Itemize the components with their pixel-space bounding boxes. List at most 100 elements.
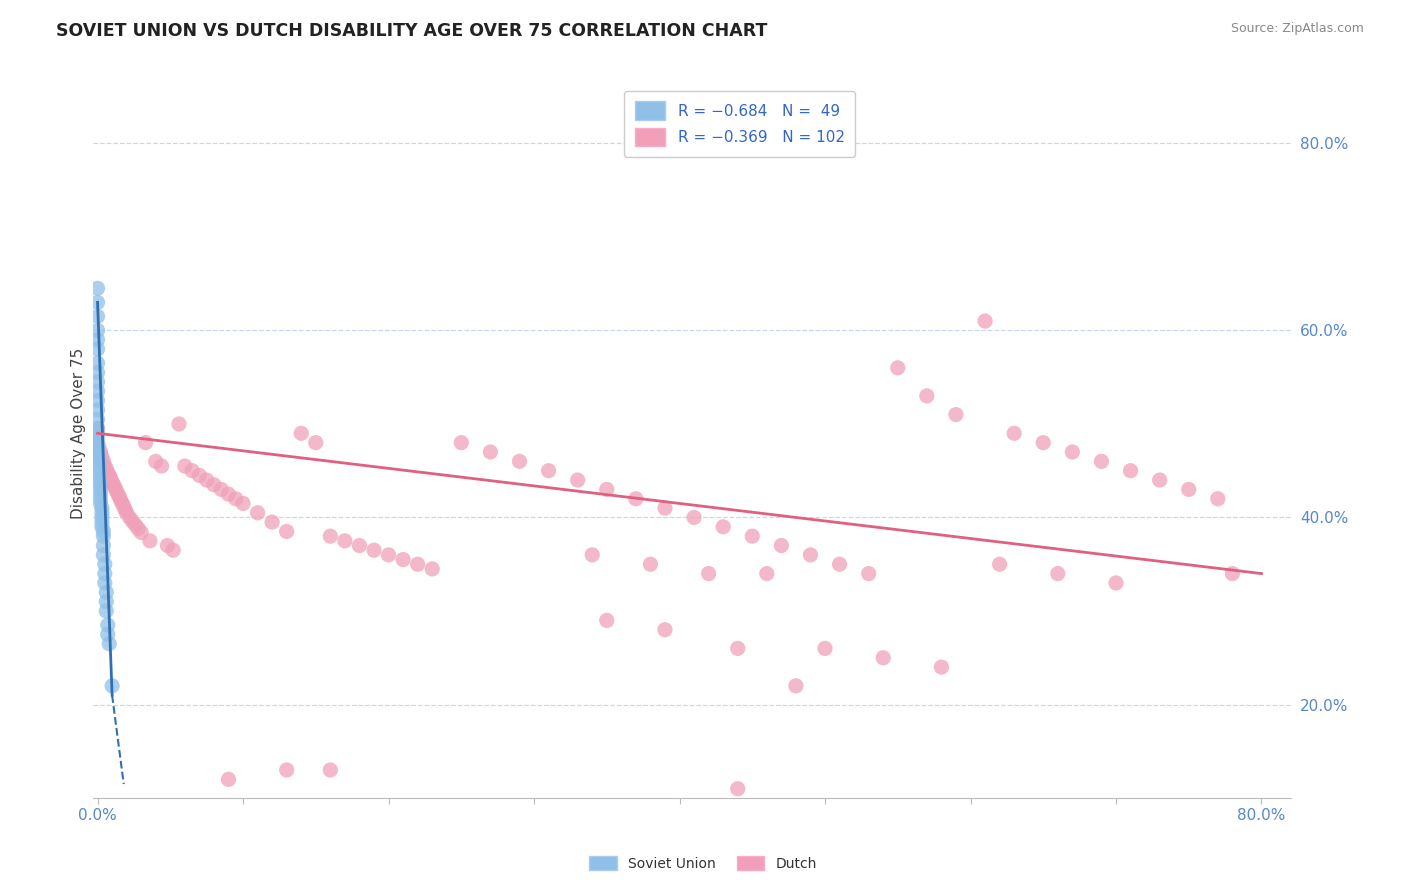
Point bbox=[103, 477, 125, 491]
Point bbox=[90, 506, 112, 520]
Point bbox=[86, 426, 108, 441]
Point bbox=[596, 483, 619, 497]
Point bbox=[89, 491, 111, 506]
Point bbox=[741, 529, 763, 543]
Point bbox=[727, 641, 749, 656]
Point bbox=[90, 450, 112, 464]
Text: SOVIET UNION VS DUTCH DISABILITY AGE OVER 75 CORRELATION CHART: SOVIET UNION VS DUTCH DISABILITY AGE OVE… bbox=[56, 22, 768, 40]
Point bbox=[596, 613, 619, 627]
Point bbox=[107, 487, 129, 501]
Point bbox=[392, 552, 415, 566]
Point bbox=[96, 604, 118, 618]
Point bbox=[86, 403, 108, 417]
Point bbox=[87, 464, 110, 478]
Point bbox=[86, 450, 108, 464]
Point bbox=[89, 445, 111, 459]
Point bbox=[97, 466, 120, 480]
Point bbox=[100, 471, 122, 485]
Point bbox=[167, 417, 190, 431]
Point bbox=[121, 514, 143, 528]
Point bbox=[98, 637, 121, 651]
Point bbox=[377, 548, 399, 562]
Point bbox=[727, 781, 749, 796]
Point bbox=[86, 412, 108, 426]
Point bbox=[93, 539, 115, 553]
Point bbox=[1222, 566, 1244, 581]
Point bbox=[86, 366, 108, 380]
Point bbox=[1032, 435, 1054, 450]
Point bbox=[89, 487, 111, 501]
Point bbox=[654, 623, 676, 637]
Point bbox=[87, 454, 110, 468]
Point bbox=[363, 543, 385, 558]
Point bbox=[209, 483, 232, 497]
Point bbox=[319, 763, 342, 777]
Point bbox=[974, 314, 997, 328]
Point bbox=[86, 356, 108, 370]
Point bbox=[94, 566, 117, 581]
Point bbox=[86, 422, 108, 436]
Point bbox=[124, 518, 146, 533]
Point bbox=[135, 435, 157, 450]
Point bbox=[173, 458, 195, 473]
Point bbox=[93, 524, 115, 539]
Point bbox=[86, 375, 108, 389]
Point bbox=[1206, 491, 1229, 506]
Point bbox=[93, 548, 115, 562]
Point bbox=[98, 468, 121, 483]
Point bbox=[110, 493, 132, 508]
Point bbox=[945, 408, 967, 422]
Point bbox=[1002, 426, 1025, 441]
Point bbox=[127, 522, 149, 536]
Point bbox=[218, 772, 240, 787]
Point bbox=[87, 440, 110, 454]
Point bbox=[785, 679, 807, 693]
Point bbox=[94, 576, 117, 591]
Point bbox=[90, 515, 112, 529]
Point bbox=[101, 679, 124, 693]
Point bbox=[129, 525, 152, 540]
Point bbox=[581, 548, 603, 562]
Point bbox=[931, 660, 953, 674]
Point bbox=[450, 435, 472, 450]
Point bbox=[86, 431, 108, 445]
Point bbox=[139, 533, 162, 548]
Point bbox=[114, 503, 136, 517]
Point bbox=[828, 558, 851, 572]
Point bbox=[145, 454, 167, 468]
Point bbox=[86, 295, 108, 310]
Point bbox=[181, 464, 204, 478]
Point bbox=[96, 585, 118, 599]
Point bbox=[86, 310, 108, 324]
Point bbox=[218, 487, 240, 501]
Point bbox=[420, 562, 443, 576]
Point bbox=[90, 501, 112, 516]
Point bbox=[1062, 445, 1084, 459]
Point bbox=[108, 490, 131, 504]
Point bbox=[87, 468, 110, 483]
Point bbox=[858, 566, 880, 581]
Point bbox=[770, 539, 793, 553]
Y-axis label: Disability Age Over 75: Disability Age Over 75 bbox=[72, 348, 86, 519]
Point bbox=[1046, 566, 1069, 581]
Point bbox=[683, 510, 706, 524]
Point bbox=[246, 506, 269, 520]
Point bbox=[537, 464, 560, 478]
Point bbox=[89, 496, 111, 510]
Point bbox=[799, 548, 821, 562]
Point bbox=[567, 473, 589, 487]
Point bbox=[711, 520, 734, 534]
Point bbox=[1149, 473, 1171, 487]
Point bbox=[94, 458, 117, 473]
Point bbox=[195, 473, 218, 487]
Point bbox=[508, 454, 530, 468]
Point bbox=[479, 445, 502, 459]
Point bbox=[755, 566, 778, 581]
Point bbox=[624, 491, 647, 506]
Point bbox=[406, 558, 429, 572]
Point bbox=[915, 389, 938, 403]
Point bbox=[1090, 454, 1112, 468]
Point bbox=[87, 473, 110, 487]
Point bbox=[86, 435, 108, 450]
Point bbox=[640, 558, 662, 572]
